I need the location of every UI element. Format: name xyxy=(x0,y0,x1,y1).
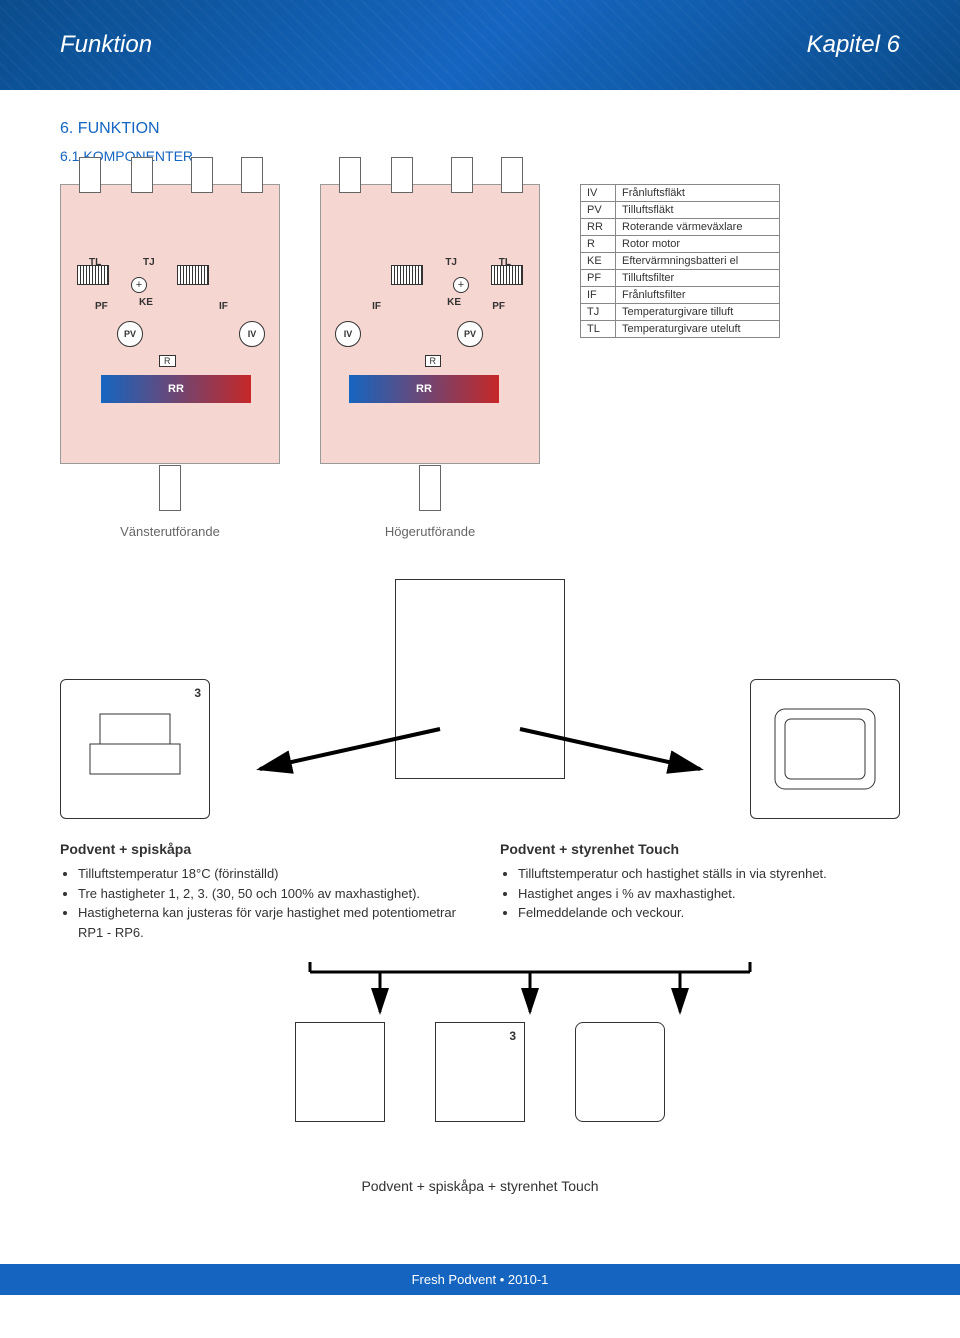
legend-row: TJTemperaturgivare tilluft xyxy=(581,304,780,321)
legend-row: PVTilluftsfläkt xyxy=(581,202,780,219)
label-tj: TJ xyxy=(143,257,155,268)
section-heading: 6. FUNKTION xyxy=(60,120,900,138)
diagrams-row: TL TJ KE PF IF + PV IV R xyxy=(60,184,900,539)
header-title: Funktion xyxy=(60,31,152,59)
legend-val: Temperaturgivare uteluft xyxy=(616,321,780,338)
diagram-right-label: Högerutförande xyxy=(320,524,540,539)
item-number: 3 xyxy=(194,686,201,700)
list-item: Hastighet anges i % av maxhastighet. xyxy=(518,884,900,904)
label-pf-r: PF xyxy=(492,301,505,312)
item-number-small: 3 xyxy=(509,1029,516,1043)
bottom-label: Podvent + spiskåpa + styrenhet Touch xyxy=(60,1178,900,1194)
legend-key: IV xyxy=(581,185,616,202)
footer-text: Fresh Podvent • 2010-1 xyxy=(412,1272,549,1287)
list-item: Hastigheterna kan justeras för varje has… xyxy=(78,903,460,942)
list-item: Felmeddelande och veckour. xyxy=(518,903,900,923)
label-r: R xyxy=(159,355,176,367)
text-columns: Podvent + spiskåpa Tilluftstemperatur 18… xyxy=(60,839,900,942)
diagram-left-label: Vänsterutförande xyxy=(60,524,280,539)
rr-box: RR xyxy=(101,375,251,403)
heater-icon: + xyxy=(131,277,147,293)
legend-val: Tilluftsfilter xyxy=(616,270,780,287)
legend-key: R xyxy=(581,236,616,253)
legend-key: TL xyxy=(581,321,616,338)
small-hood-icon: 3 xyxy=(435,1022,525,1122)
footer-wrap: Fresh Podvent • 2010-1 9 xyxy=(0,1264,960,1295)
legend-val: Tilluftsfläkt xyxy=(616,202,780,219)
legend-row: RRRoterande värmeväxlare xyxy=(581,219,780,236)
page-header: Funktion Kapitel 6 xyxy=(0,0,960,90)
label-if-r: IF xyxy=(372,301,381,312)
legend-val: Eftervärmningsbatteri el xyxy=(616,253,780,270)
legend-val: Rotor motor xyxy=(616,236,780,253)
arrows-svg xyxy=(60,719,900,799)
fan-pv-r: PV xyxy=(457,321,483,347)
list-item: Tilluftstemperatur 18°C (förinställd) xyxy=(78,864,460,884)
legend-val: Roterande värmeväxlare xyxy=(616,219,780,236)
fan-iv: IV xyxy=(239,321,265,347)
diagram-pair: TL TJ KE PF IF + PV IV R xyxy=(60,184,540,539)
legend-row: KEEftervärmningsbatteri el xyxy=(581,253,780,270)
legend-key: RR xyxy=(581,219,616,236)
legend-table: IVFrånluftsfläktPVTilluftsfläktRRRoteran… xyxy=(580,184,780,338)
legend-row: RRotor motor xyxy=(581,236,780,253)
footer-bar: Fresh Podvent • 2010-1 xyxy=(0,1264,960,1295)
right-col-title: Podvent + styrenhet Touch xyxy=(500,839,900,860)
legend-row: PFTilluftsfilter xyxy=(581,270,780,287)
heater-icon-r: + xyxy=(453,277,469,293)
page-number: 9 xyxy=(912,1271,920,1287)
label-pf: PF xyxy=(95,301,108,312)
rr-box-r: RR xyxy=(349,375,499,403)
diagram-left: TL TJ KE PF IF + PV IV R xyxy=(60,184,280,539)
list-item: Tre hastigheter 1, 2, 3. (30, 50 och 100… xyxy=(78,884,460,904)
label-r-r: R xyxy=(425,355,442,367)
left-text-col: Podvent + spiskåpa Tilluftstemperatur 18… xyxy=(60,839,460,942)
label-if: IF xyxy=(219,301,228,312)
legend-val: Temperaturgivare tilluft xyxy=(616,304,780,321)
header-chapter: Kapitel 6 xyxy=(807,31,900,59)
page-content: 6. FUNKTION 6.1 KOMPONENTER TL TJ KE xyxy=(0,90,960,1224)
small-controller-icon xyxy=(575,1022,665,1122)
small-unit-icon xyxy=(295,1022,385,1122)
sub-heading: 6.1 KOMPONENTER xyxy=(60,148,900,164)
legend-key: KE xyxy=(581,253,616,270)
fan-iv-r: IV xyxy=(335,321,361,347)
legend-key: TJ xyxy=(581,304,616,321)
legend-key: IF xyxy=(581,287,616,304)
legend-row: TLTemperaturgivare uteluft xyxy=(581,321,780,338)
right-text-col: Podvent + styrenhet Touch Tilluftstemper… xyxy=(500,839,900,942)
legend-row: IFFrånluftsfilter xyxy=(581,287,780,304)
legend-val: Frånluftsfilter xyxy=(616,287,780,304)
left-col-title: Podvent + spiskåpa xyxy=(60,839,460,860)
label-ke: KE xyxy=(139,297,153,308)
list-item: Tilluftstemperatur och hastighet ställs … xyxy=(518,864,900,884)
fan-pv: PV xyxy=(117,321,143,347)
legend-val: Frånluftsfläkt xyxy=(616,185,780,202)
label-ke-r: KE xyxy=(447,297,461,308)
legend-key: PF xyxy=(581,270,616,287)
diagram-right: TL TJ KE PF IF + PV IV R RR Höge xyxy=(320,184,540,539)
legend-row: IVFrånluftsfläkt xyxy=(581,185,780,202)
legend-key: PV xyxy=(581,202,616,219)
label-tj-r: TJ xyxy=(445,257,457,268)
